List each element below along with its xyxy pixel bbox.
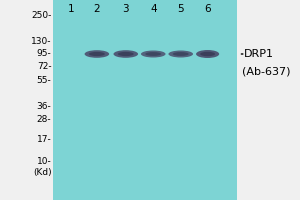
Text: (Kd): (Kd)	[33, 168, 52, 176]
Text: 28-: 28-	[37, 115, 52, 124]
Ellipse shape	[145, 52, 161, 56]
Text: 55-: 55-	[37, 76, 52, 85]
Ellipse shape	[118, 52, 134, 56]
Ellipse shape	[200, 52, 215, 56]
Text: 10-: 10-	[37, 156, 52, 166]
Text: 4: 4	[150, 4, 157, 14]
Text: 250-: 250-	[31, 11, 52, 21]
Text: 1: 1	[68, 4, 74, 14]
Text: 17-: 17-	[37, 134, 52, 144]
Bar	[53, 0, 237, 200]
Ellipse shape	[141, 50, 166, 58]
Ellipse shape	[113, 50, 138, 58]
Text: 5: 5	[177, 4, 184, 14]
Text: 6: 6	[204, 4, 211, 14]
Ellipse shape	[168, 50, 193, 58]
Ellipse shape	[173, 52, 189, 56]
Text: 95-: 95-	[37, 49, 52, 58]
Text: 36-: 36-	[37, 102, 52, 111]
Text: (Ab-637): (Ab-637)	[242, 67, 291, 77]
Ellipse shape	[196, 50, 219, 58]
Text: 2: 2	[94, 4, 100, 14]
Text: 3: 3	[122, 4, 129, 14]
Text: 72-: 72-	[37, 62, 52, 71]
Text: 130-: 130-	[31, 38, 52, 46]
Ellipse shape	[85, 50, 109, 58]
Text: DRP1: DRP1	[244, 49, 274, 59]
Ellipse shape	[89, 52, 105, 56]
